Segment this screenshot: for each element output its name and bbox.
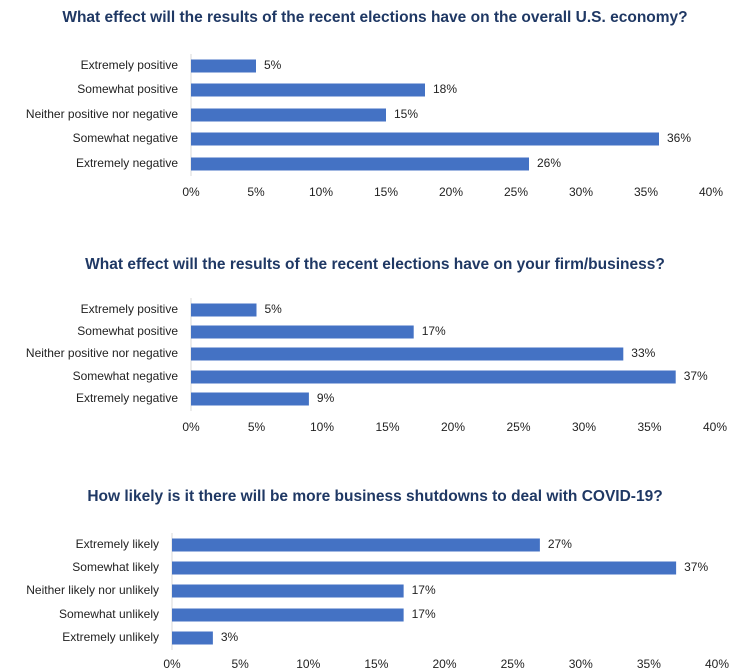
value-label: 37%	[684, 369, 708, 383]
value-label: 37%	[684, 560, 708, 574]
value-label: 33%	[631, 346, 655, 360]
bar	[191, 347, 624, 361]
value-label: 18%	[433, 82, 457, 96]
x-tick-label: 30%	[569, 657, 593, 670]
x-tick-label: 40%	[705, 657, 729, 670]
category-label: Somewhat unlikely	[59, 607, 159, 621]
bar	[172, 584, 404, 598]
x-tick-label: 5%	[247, 185, 265, 199]
value-label: 5%	[265, 302, 283, 316]
x-tick-label: 10%	[310, 420, 334, 434]
x-tick-label: 25%	[506, 420, 530, 434]
value-label: 27%	[548, 537, 572, 551]
category-label: Extremely positive	[81, 302, 179, 316]
bar	[172, 608, 404, 622]
value-label: 9%	[317, 391, 335, 405]
category-label: Somewhat negative	[73, 131, 179, 145]
chart-title: What effect will the results of the rece…	[85, 256, 665, 273]
value-label: 3%	[221, 630, 239, 644]
x-tick-label: 10%	[309, 185, 333, 199]
value-label: 17%	[412, 607, 436, 621]
x-tick-label: 20%	[432, 657, 456, 670]
category-label: Neither positive nor negative	[26, 346, 178, 360]
x-tick-label: 20%	[439, 185, 463, 199]
bar	[172, 631, 213, 645]
bar	[191, 303, 257, 317]
category-label: Somewhat likely	[72, 560, 159, 574]
category-label: Extremely negative	[76, 391, 178, 405]
bar	[191, 392, 309, 406]
x-tick-label: 5%	[231, 657, 249, 670]
bar	[191, 83, 425, 97]
x-tick-label: 35%	[634, 185, 658, 199]
bar	[191, 325, 414, 339]
bar	[191, 108, 386, 122]
x-tick-label: 15%	[375, 420, 399, 434]
x-tick-label: 0%	[182, 185, 200, 199]
x-tick-label: 25%	[501, 657, 525, 670]
category-label: Neither likely nor unlikely	[26, 583, 159, 597]
bar	[191, 157, 529, 171]
value-label: 15%	[394, 107, 418, 121]
x-tick-label: 10%	[296, 657, 320, 670]
category-label: Neither positive nor negative	[26, 107, 178, 121]
x-tick-label: 35%	[637, 420, 661, 434]
category-label: Somewhat negative	[73, 369, 179, 383]
category-label: Extremely likely	[76, 537, 159, 551]
value-label: 26%	[537, 156, 561, 170]
category-label: Extremely negative	[76, 156, 178, 170]
x-tick-label: 0%	[163, 657, 181, 670]
value-label: 5%	[264, 58, 282, 72]
category-label: Extremely positive	[81, 58, 179, 72]
bar	[191, 132, 659, 146]
x-tick-label: 15%	[374, 185, 398, 199]
bar	[191, 59, 256, 73]
category-label: Somewhat positive	[77, 82, 178, 96]
x-tick-label: 30%	[569, 185, 593, 199]
x-tick-label: 15%	[364, 657, 388, 670]
bar	[172, 561, 677, 575]
category-label: Extremely unlikely	[62, 630, 159, 644]
chart-title: What effect will the results of the rece…	[62, 9, 687, 26]
x-tick-label: 40%	[703, 420, 727, 434]
x-tick-label: 30%	[572, 420, 596, 434]
value-label: 36%	[667, 131, 691, 145]
x-tick-label: 20%	[441, 420, 465, 434]
bar	[172, 538, 540, 552]
category-label: Somewhat positive	[77, 324, 178, 338]
x-tick-label: 5%	[248, 420, 266, 434]
x-tick-label: 35%	[637, 657, 661, 670]
value-label: 17%	[412, 583, 436, 597]
x-tick-label: 40%	[699, 185, 723, 199]
value-label: 17%	[422, 324, 446, 338]
x-tick-label: 25%	[504, 185, 528, 199]
chart-title: How likely is it there will be more busi…	[87, 488, 662, 505]
bar	[191, 370, 676, 384]
x-tick-label: 0%	[182, 420, 200, 434]
